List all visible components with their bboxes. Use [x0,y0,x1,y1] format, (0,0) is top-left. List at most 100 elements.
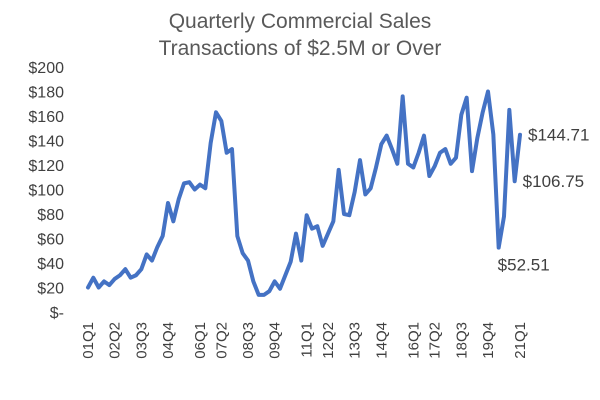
data-point [183,182,186,185]
data-point [167,201,170,204]
y-tick-label: $60 [37,232,64,249]
x-tick-label: 11Q1 [299,322,316,358]
data-point [359,159,362,162]
data-point [321,244,324,247]
data-point [97,286,100,289]
data-point [204,187,207,190]
data-point [236,235,239,238]
data-point [497,246,500,249]
data-point [444,148,447,151]
data-point [103,280,106,283]
data-point [353,190,356,193]
data-label: $144.71 [528,126,589,145]
data-point [348,214,351,217]
data-point [140,268,143,271]
x-tick-label: 21Q1 [512,322,529,359]
y-tick-label: $20 [37,281,64,298]
data-point [316,225,319,228]
data-point [113,277,116,280]
data-point [124,268,127,271]
data-point [225,151,228,154]
data-point [513,180,516,183]
x-tick-label: 12Q2 [320,322,337,359]
data-point [177,198,180,201]
data-point [188,181,191,184]
data-point [247,259,250,262]
data-label: $106.75 [523,172,584,191]
chart-title-line-2: Transactions of $2.5M or Over [158,37,442,60]
data-point [257,293,260,296]
data-point [401,95,404,98]
data-point [279,287,282,290]
data-point [391,148,394,151]
data-point [305,214,308,217]
data-point [503,215,506,218]
data-point [375,166,378,169]
y-tick-label: $160 [28,109,64,126]
data-point [492,133,495,136]
chart-title-line-1: Quarterly Commercial Sales [168,10,432,33]
x-tick-label: 04Q4 [160,322,177,359]
data-point [380,143,383,146]
x-tick-label: 09Q4 [267,322,284,359]
data-point [337,168,340,171]
x-tick-label: 08Q3 [240,322,257,359]
x-tick-label: 14Q4 [373,322,390,359]
data-point [417,151,420,154]
data-point [220,119,223,122]
data-point [241,252,244,255]
data-point [300,259,303,262]
data-point [364,193,367,196]
data-point [108,284,111,287]
data-point [423,134,426,137]
data-point [119,274,122,277]
y-tick-label: $80 [37,207,64,224]
data-point [327,232,330,235]
data-point [481,111,484,114]
data-point [428,175,431,178]
x-tick-label: 01Q1 [80,322,97,359]
y-tick-label: $140 [28,134,64,151]
data-point [343,213,346,216]
data-point [156,246,159,249]
data-point [407,162,410,165]
x-tick-label: 13Q3 [347,322,364,359]
data-point [396,162,399,165]
data-point [87,286,90,289]
y-tick-label: $- [50,305,64,322]
data-point [433,165,436,168]
data-point [487,90,490,93]
y-tick-label: $100 [28,183,64,200]
x-tick-label: 17Q2 [427,322,444,359]
y-tick-label: $40 [37,256,64,273]
data-point [385,134,388,137]
data-point [129,276,132,279]
data-point [135,274,138,277]
data-point [231,148,234,151]
data-point [311,227,314,230]
y-tick-label: $200 [28,60,64,77]
x-tick-label: 18Q3 [453,322,470,359]
data-point [252,280,255,283]
data-point [161,235,164,238]
data-point [145,253,148,256]
x-tick-label: 06Q1 [192,322,209,359]
data-point [263,293,266,296]
y-tick-label: $120 [28,158,64,175]
data-point [465,96,468,99]
x-tick-label: 07Q2 [213,322,230,359]
data-point [289,260,292,263]
data-point [471,170,474,173]
x-tick-label: 03Q3 [133,322,150,359]
data-point [268,290,271,293]
data-point [519,133,522,136]
data-point [209,141,212,144]
x-tick-label: 19Q4 [480,322,497,359]
data-point [92,276,95,279]
data-point [295,232,298,235]
data-point [273,280,276,283]
data-label: $52.51 [498,256,550,275]
data-point [460,113,463,116]
